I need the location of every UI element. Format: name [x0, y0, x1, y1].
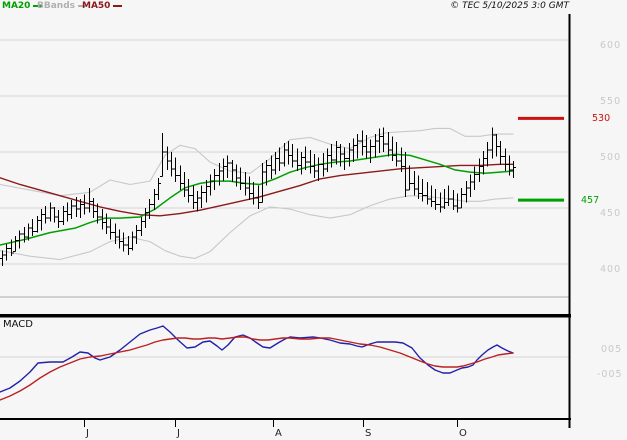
legend-ma20: MA20	[2, 1, 43, 12]
support-price-label: 457	[581, 195, 600, 206]
ma50-line-sample	[113, 4, 123, 7]
macd-tick-neg: -005	[597, 369, 623, 380]
legend-bbands-label: BBands	[37, 1, 75, 11]
legend-ma20-label: MA20	[2, 1, 31, 11]
bbands-line-sample	[78, 4, 87, 7]
x-tick-july: J	[177, 428, 180, 439]
y-tick-550: 550	[600, 96, 622, 107]
y-tick-500: 500	[600, 152, 622, 163]
legend-bbands: BBands	[37, 1, 87, 12]
macd-panel-label: MACD	[3, 319, 33, 330]
x-tick-june: J	[86, 428, 89, 439]
y-tick-600: 600	[600, 40, 622, 51]
legend-ma50: MA50	[82, 1, 123, 12]
resistance-price-label: 530	[592, 113, 611, 124]
x-tick-october: O	[459, 428, 467, 439]
x-tick-september: S	[365, 428, 372, 439]
y-tick-450: 450	[600, 208, 622, 219]
ma20-line-sample	[33, 4, 43, 7]
copyright-timestamp: © TEC 5/10/2025 3:0 GMT	[450, 1, 569, 11]
x-tick-august: A	[275, 428, 282, 439]
legend-ma50-label: MA50	[82, 1, 111, 11]
macd-tick-pos: 005	[601, 344, 623, 355]
y-tick-400: 400	[600, 264, 622, 275]
